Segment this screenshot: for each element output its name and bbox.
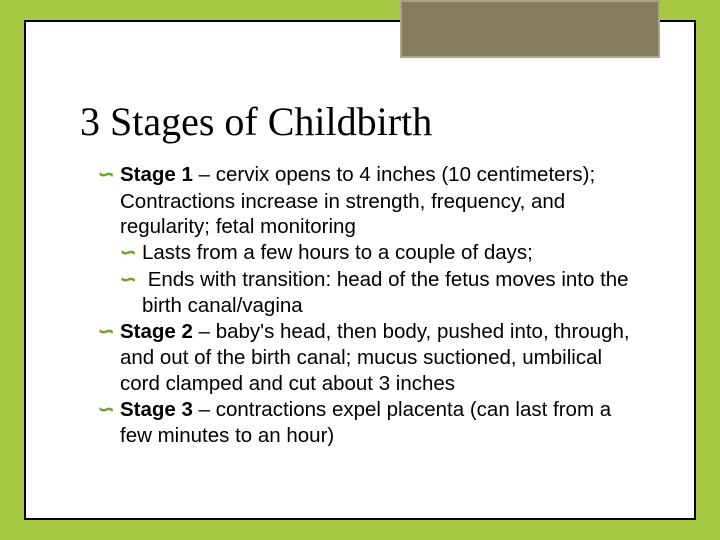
bullet-item: ∽Stage 2 – baby's head, then body, pushe… [96,319,634,397]
bullet-item: ∽Stage 1 – cervix opens to 4 inches (10 … [96,162,634,240]
slide-title: 3 Stages of Childbirth [80,98,432,145]
bullet-icon: ∽ [96,163,120,189]
slide-outer: 3 Stages of Childbirth ∽Stage 1 – cervix… [0,0,720,540]
bullet-bold: Stage 1 [120,163,199,186]
bullet-icon: ∽ [118,241,142,267]
bullet-item: ∽Stage 3 – contractions expel placenta (… [96,397,634,449]
bullet-bold: Stage 2 [120,320,199,343]
bullet-icon: ∽ [118,268,142,294]
bullet-bold: Stage 3 [120,398,199,421]
accent-box [400,0,660,58]
body-text: ∽Stage 1 – cervix opens to 4 inches (10 … [96,162,634,449]
bullet-icon: ∽ [96,398,120,424]
bullet-item: ∽ Ends with transition: head of the fetu… [118,267,634,319]
bullet-text: Ends with transition: head of the fetus … [142,268,629,318]
bullet-item: ∽Lasts from a few hours to a couple of d… [118,240,634,267]
bullet-icon: ∽ [96,320,120,346]
bullet-text: Lasts from a few hours to a couple of da… [142,241,533,264]
frame-border: 3 Stages of Childbirth ∽Stage 1 – cervix… [24,20,696,520]
